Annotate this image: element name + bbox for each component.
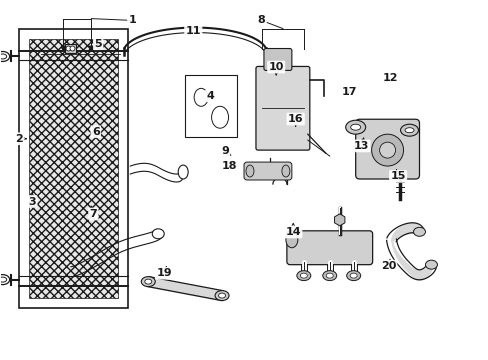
FancyBboxPatch shape [264,49,291,71]
Text: 15: 15 [389,171,405,181]
Ellipse shape [300,273,306,278]
Ellipse shape [0,277,7,282]
Ellipse shape [144,279,151,284]
Text: 5: 5 [94,39,102,49]
Circle shape [70,46,75,51]
Ellipse shape [0,51,10,62]
Ellipse shape [349,273,356,278]
FancyBboxPatch shape [255,67,309,150]
Text: 16: 16 [287,114,303,124]
FancyBboxPatch shape [244,162,291,180]
Text: 17: 17 [341,87,356,97]
Text: 8: 8 [257,15,265,26]
Ellipse shape [218,293,225,298]
Text: 14: 14 [285,227,301,237]
Ellipse shape [322,271,336,280]
Text: 4: 4 [206,91,214,101]
Text: 18: 18 [222,161,237,171]
FancyBboxPatch shape [64,44,76,54]
Bar [19,28,128,307]
Ellipse shape [0,275,10,285]
Ellipse shape [215,291,228,301]
Ellipse shape [346,271,360,280]
Ellipse shape [0,54,7,59]
Bar [185,75,237,137]
Circle shape [379,142,395,158]
Text: 12: 12 [382,73,398,83]
Text: 7: 7 [89,209,97,219]
Ellipse shape [400,124,418,136]
Text: 9: 9 [221,146,228,156]
Ellipse shape [413,227,425,236]
Text: 20: 20 [380,261,395,271]
Text: 19: 19 [156,268,171,278]
Ellipse shape [325,273,332,278]
Text: 11: 11 [185,26,201,36]
FancyBboxPatch shape [355,119,419,179]
Ellipse shape [404,128,413,133]
Text: 13: 13 [353,141,368,151]
Ellipse shape [350,124,360,130]
Ellipse shape [152,229,164,239]
Text: 2: 2 [15,134,23,144]
Text: 1: 1 [128,15,136,26]
Text: 6: 6 [92,127,100,136]
Bar [29,39,118,298]
Circle shape [371,134,403,166]
Circle shape [66,46,71,51]
Ellipse shape [281,165,289,177]
Ellipse shape [425,260,437,269]
Ellipse shape [296,271,310,280]
Ellipse shape [141,276,155,287]
Ellipse shape [178,165,188,179]
Ellipse shape [285,232,297,248]
Ellipse shape [245,165,253,177]
Text: 10: 10 [268,62,284,72]
Text: 3: 3 [28,197,36,207]
FancyBboxPatch shape [286,231,372,265]
Ellipse shape [345,120,365,134]
